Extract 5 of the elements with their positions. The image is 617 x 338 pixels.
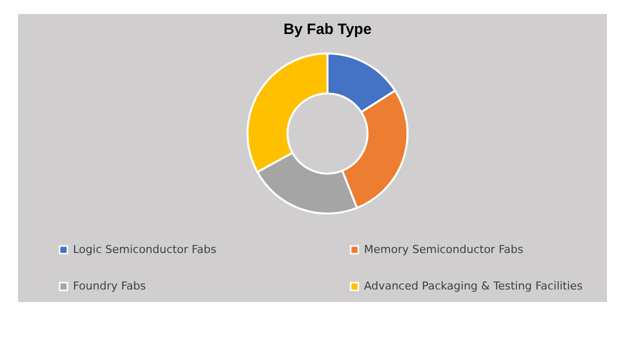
legend-label: Advanced Packaging & Testing Facilities bbox=[364, 280, 583, 292]
chart-title: By Fab Type bbox=[283, 21, 372, 38]
legend-label: Memory Semiconductor Fabs bbox=[364, 242, 524, 256]
legend-label: Logic Semiconductor Fabs bbox=[73, 242, 217, 256]
legend-label: Foundry Fabs bbox=[73, 280, 146, 292]
